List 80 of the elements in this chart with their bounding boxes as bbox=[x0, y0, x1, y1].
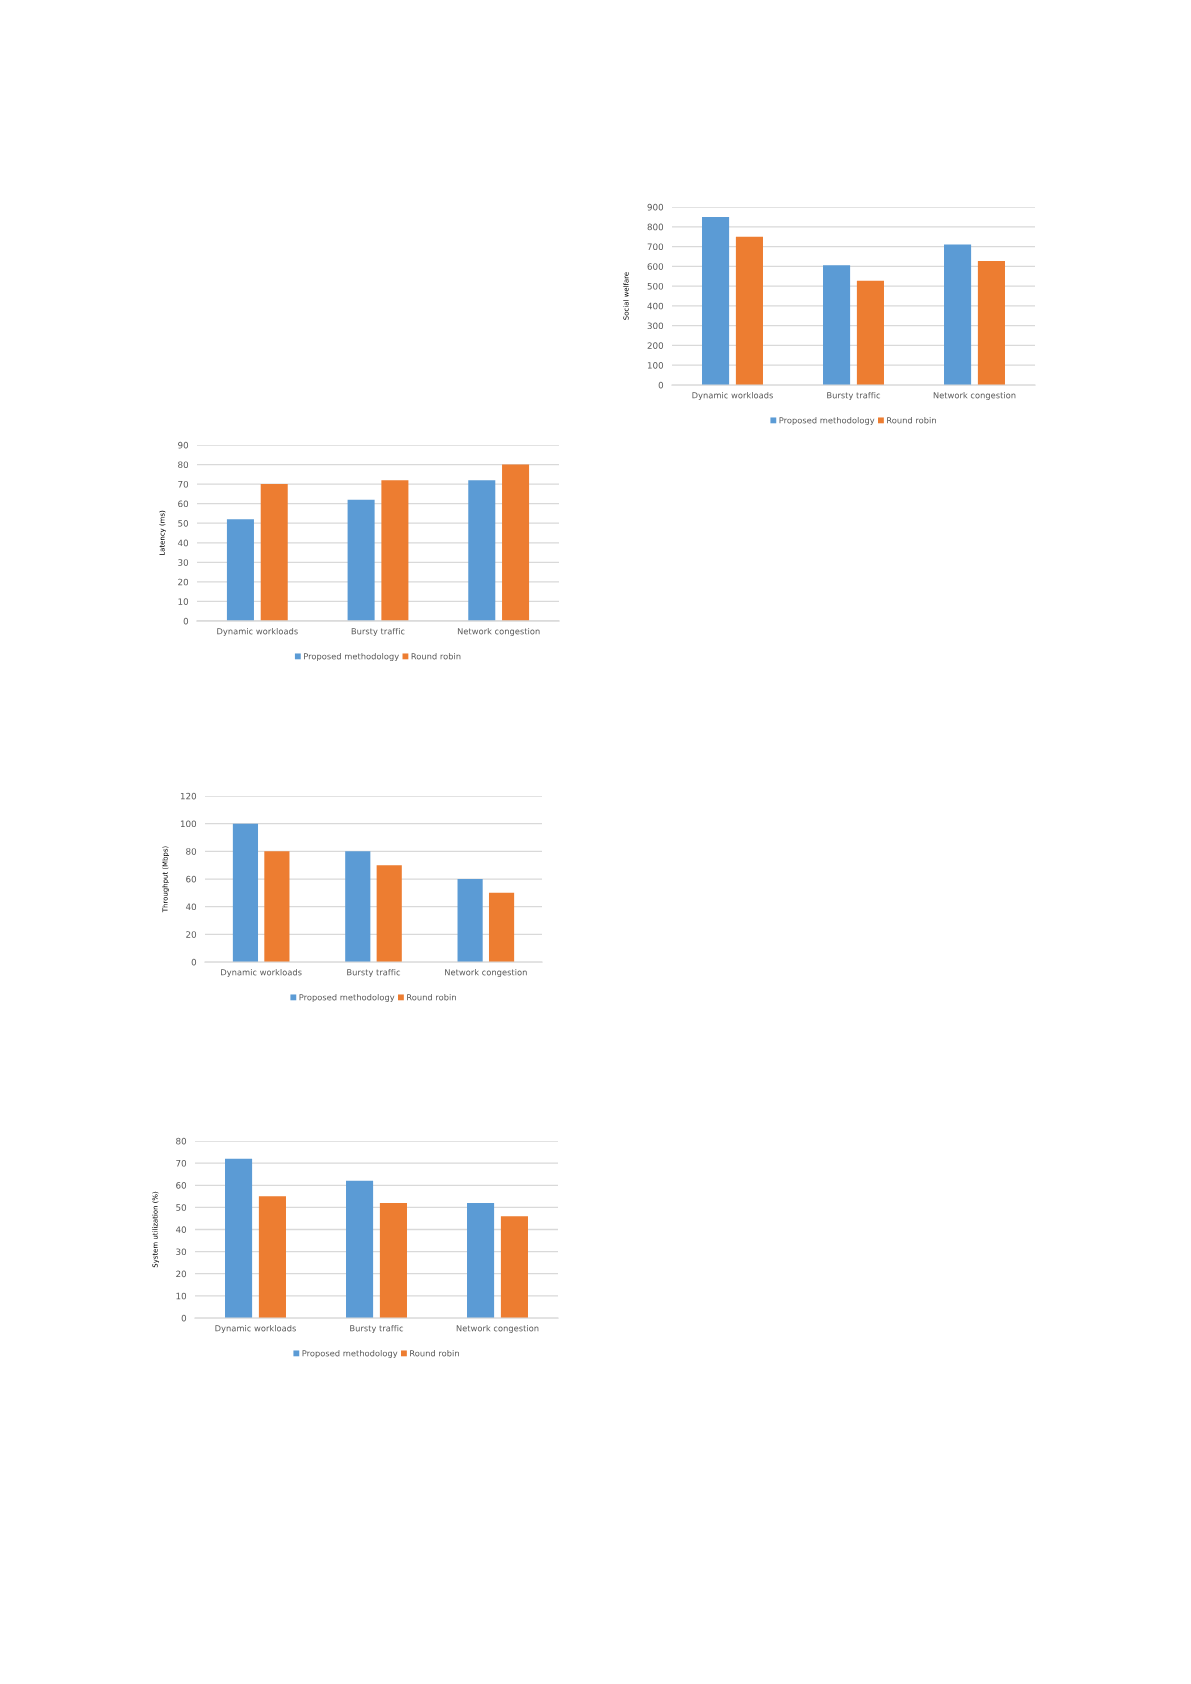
bar bbox=[226, 519, 254, 621]
bar bbox=[260, 484, 288, 621]
y-tick-label: 70 bbox=[176, 1159, 187, 1167]
bar bbox=[347, 499, 375, 621]
bar bbox=[468, 480, 496, 621]
bar bbox=[502, 464, 530, 621]
y-tick-label: 800 bbox=[647, 223, 664, 231]
y-tick-label: 80 bbox=[176, 1137, 187, 1145]
y-tick-label: 50 bbox=[178, 520, 189, 527]
y-tick-label: 30 bbox=[176, 1248, 187, 1256]
bar bbox=[944, 244, 972, 385]
y-tick-label: 50 bbox=[176, 1204, 187, 1211]
y-tick-label: 0 bbox=[658, 381, 664, 389]
y-tick-label: 20 bbox=[186, 931, 197, 938]
y-tick-label: 0 bbox=[181, 1314, 187, 1322]
legend-label: Proposed methodology bbox=[302, 1349, 398, 1359]
y-tick-label: 10 bbox=[176, 1292, 187, 1300]
bar bbox=[735, 236, 763, 385]
y-tick-label: 40 bbox=[185, 903, 197, 911]
x-tick-label: Dynamic workloads bbox=[215, 1324, 296, 1334]
x-tick-label: Bursty traffic bbox=[347, 968, 401, 978]
y-tick-label: 40 bbox=[175, 1226, 187, 1233]
bar bbox=[823, 265, 851, 385]
bar bbox=[500, 1216, 528, 1318]
y-tick-label: 10 bbox=[178, 598, 189, 605]
legend-label: Proposed methodology bbox=[779, 416, 875, 426]
y-tick-label: 20 bbox=[178, 578, 189, 586]
y-tick-label: 200 bbox=[647, 342, 664, 349]
bar bbox=[977, 260, 1005, 385]
bar bbox=[457, 879, 483, 962]
bar bbox=[702, 216, 730, 385]
x-tick-label: Bursty traffic bbox=[350, 1324, 404, 1334]
legend-label: Round robin bbox=[411, 652, 461, 660]
y-tick-label: 40 bbox=[177, 539, 189, 547]
y-tick-label: 0 bbox=[191, 958, 197, 966]
y-tick-label: 300 bbox=[647, 322, 664, 330]
y-tick-label: 900 bbox=[647, 203, 664, 211]
x-tick-label: Network congestion bbox=[456, 1324, 539, 1334]
y-tick-label: 500 bbox=[647, 282, 664, 290]
x-tick-label: Dynamic workloads bbox=[217, 627, 298, 637]
y-tick-label: 100 bbox=[180, 820, 197, 828]
y-tick-label: 600 bbox=[647, 263, 664, 270]
y-tick-label: 80 bbox=[178, 461, 189, 468]
bar bbox=[225, 1158, 253, 1318]
x-tick-label: Dynamic workloads bbox=[692, 391, 773, 401]
y-tick-label: 120 bbox=[180, 792, 197, 800]
bar bbox=[258, 1196, 286, 1318]
y-tick-label: 60 bbox=[176, 1182, 187, 1189]
legend-label: Proposed methodology bbox=[299, 993, 395, 1003]
bar bbox=[488, 892, 515, 962]
bar bbox=[345, 851, 371, 962]
legend-label: Proposed methodology bbox=[304, 652, 399, 662]
y-tick-label: 20 bbox=[176, 1270, 187, 1278]
x-tick-label: Network congestion bbox=[457, 627, 540, 637]
y-tick-label: 100 bbox=[647, 362, 664, 369]
bar bbox=[376, 865, 402, 962]
y-tick-label: 60 bbox=[186, 875, 197, 883]
bar bbox=[467, 1202, 495, 1318]
bar bbox=[232, 823, 259, 962]
bar bbox=[264, 851, 290, 962]
y-tick-label: 400 bbox=[647, 302, 664, 310]
y-tick-label: 60 bbox=[178, 500, 189, 508]
bar bbox=[856, 280, 884, 385]
legend-label: Round robin bbox=[407, 993, 456, 1001]
x-tick-label: Bursty traffic bbox=[827, 391, 881, 401]
legend-label: Round robin bbox=[410, 1349, 459, 1357]
y-tick-label: 80 bbox=[186, 848, 197, 855]
x-tick-label: Bursty traffic bbox=[351, 627, 405, 637]
y-tick-label: 90 bbox=[178, 441, 189, 449]
bar bbox=[381, 480, 409, 621]
y-tick-label: 700 bbox=[647, 243, 664, 250]
x-tick-label: Network congestion bbox=[445, 968, 527, 978]
x-tick-label: Network congestion bbox=[933, 391, 1016, 401]
y-tick-label: 30 bbox=[178, 559, 189, 566]
legend-label: Round robin bbox=[887, 416, 936, 424]
y-tick-label: 0 bbox=[183, 617, 189, 625]
y-tick-label: 70 bbox=[178, 480, 189, 488]
bar bbox=[379, 1202, 407, 1318]
bar bbox=[346, 1180, 374, 1318]
x-tick-label: Dynamic workloads bbox=[221, 968, 302, 978]
